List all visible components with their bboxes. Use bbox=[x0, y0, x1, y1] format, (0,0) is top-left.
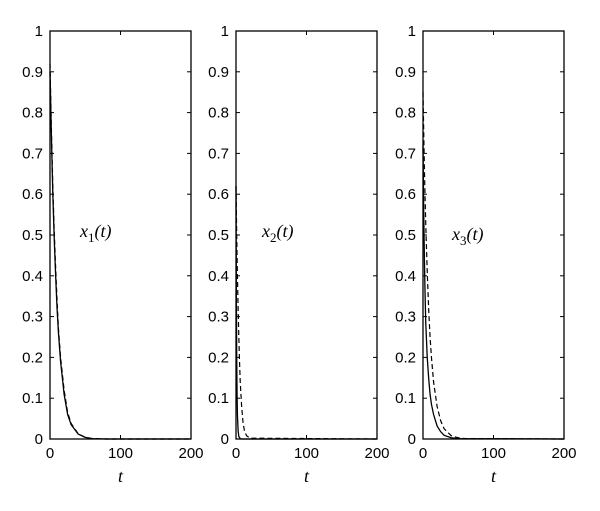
y-tick-label: 0.3 bbox=[208, 309, 229, 326]
y-tick-label: 0.7 bbox=[208, 145, 229, 162]
plot-frame bbox=[49, 30, 192, 440]
x-axis-label: t bbox=[118, 466, 124, 486]
y-tick-label: 0 bbox=[408, 431, 416, 448]
y-tick-label: 0.5 bbox=[395, 227, 416, 244]
y-tick-label: 0.9 bbox=[22, 64, 43, 81]
annotation-base: x bbox=[261, 221, 270, 241]
x-tick-label: 100 bbox=[294, 445, 319, 462]
y-tick-label: 0.6 bbox=[208, 186, 229, 203]
y-tick-label: 0.6 bbox=[22, 186, 43, 203]
x-tick-label: 100 bbox=[108, 445, 133, 462]
y-tick-label: 0.6 bbox=[395, 186, 416, 203]
y-tick-label: 1 bbox=[408, 23, 416, 40]
x-axis-label: t bbox=[491, 466, 497, 486]
x-tick-label: 200 bbox=[178, 445, 203, 462]
series-line-2 bbox=[422, 92, 565, 440]
y-tick-label: 0.8 bbox=[208, 105, 229, 122]
y-tick-label: 0.9 bbox=[395, 64, 416, 81]
annotation-argument: (t) bbox=[467, 224, 484, 245]
x-tick-label: 100 bbox=[481, 445, 506, 462]
chart-panel-3: 0 0.1 0.2 0.3 0.4 0.5 0.6 0.7 0.8 0.9 1 0 100 200 t x3(… bbox=[395, 23, 576, 486]
chart-panel-1: 00.10.20.30.40.50.60.70.80.910 100 200tx1(… bbox=[22, 23, 203, 486]
annotation-subscript: 2 bbox=[270, 230, 277, 245]
y-tick-label: 0 bbox=[221, 431, 229, 448]
x-tick-label: 200 bbox=[551, 445, 576, 462]
y-tick-label: 0.2 bbox=[208, 349, 229, 366]
annotation-subscript: 1 bbox=[88, 230, 95, 245]
plot-frame bbox=[422, 30, 565, 440]
y-tick-label: 0.1 bbox=[208, 390, 229, 407]
chart-panel-2: 0 0.1 0.2 0.3 0.4 0.5 0.6 0.7 0.8 0.9 1 0 100 200 t x2(… bbox=[208, 23, 389, 486]
x-tick-label: 0 bbox=[419, 445, 427, 462]
x-tick-label: 200 bbox=[364, 445, 389, 462]
y-tick-label: 0.5 bbox=[208, 227, 229, 244]
annotation-argument: (t) bbox=[95, 221, 112, 242]
y-tick-label: 0.4 bbox=[22, 268, 43, 285]
y-tick-label: 0 bbox=[35, 431, 43, 448]
annotation-base: x bbox=[451, 224, 460, 244]
x-tick-label: 0 bbox=[232, 445, 240, 462]
series-line-1 bbox=[422, 145, 565, 440]
y-tick-label: 0.1 bbox=[395, 390, 416, 407]
series-annotation: x3(t) bbox=[451, 224, 484, 248]
y-tick-label: 0.8 bbox=[395, 105, 416, 122]
y-tick-label: 0.1 bbox=[22, 390, 43, 407]
annotation-argument: (t) bbox=[277, 221, 294, 242]
y-tick-label: 0.8 bbox=[22, 105, 43, 122]
y-tick-label: 0.4 bbox=[395, 268, 416, 285]
series-line-1 bbox=[235, 186, 377, 440]
series-line-2 bbox=[235, 186, 378, 440]
y-tick-label: 1 bbox=[35, 23, 43, 40]
y-tick-label: 0.2 bbox=[22, 349, 43, 366]
series-annotation: x1(t) bbox=[79, 221, 112, 245]
y-tick-label: 0.3 bbox=[395, 309, 416, 326]
y-tick-label: 0.7 bbox=[395, 145, 416, 162]
y-tick-label: 1 bbox=[221, 23, 229, 40]
annotation-subscript: 3 bbox=[460, 233, 467, 248]
y-tick-label: 0.2 bbox=[395, 349, 416, 366]
annotation-base: x bbox=[79, 221, 88, 241]
y-tick-label: 0.4 bbox=[208, 268, 229, 285]
y-tick-label: 0.9 bbox=[208, 64, 229, 81]
y-tick-label: 0.3 bbox=[22, 309, 43, 326]
x-tick-label: 0 bbox=[46, 445, 54, 462]
y-tick-label: 0.5 bbox=[22, 227, 43, 244]
y-tick-label: 0.7 bbox=[22, 145, 43, 162]
series-annotation: x2(t) bbox=[261, 221, 294, 245]
x-axis-label: t bbox=[304, 466, 310, 486]
series-line-2 bbox=[49, 63, 191, 440]
series-line-1 bbox=[49, 71, 191, 440]
plot-frame bbox=[235, 30, 378, 440]
